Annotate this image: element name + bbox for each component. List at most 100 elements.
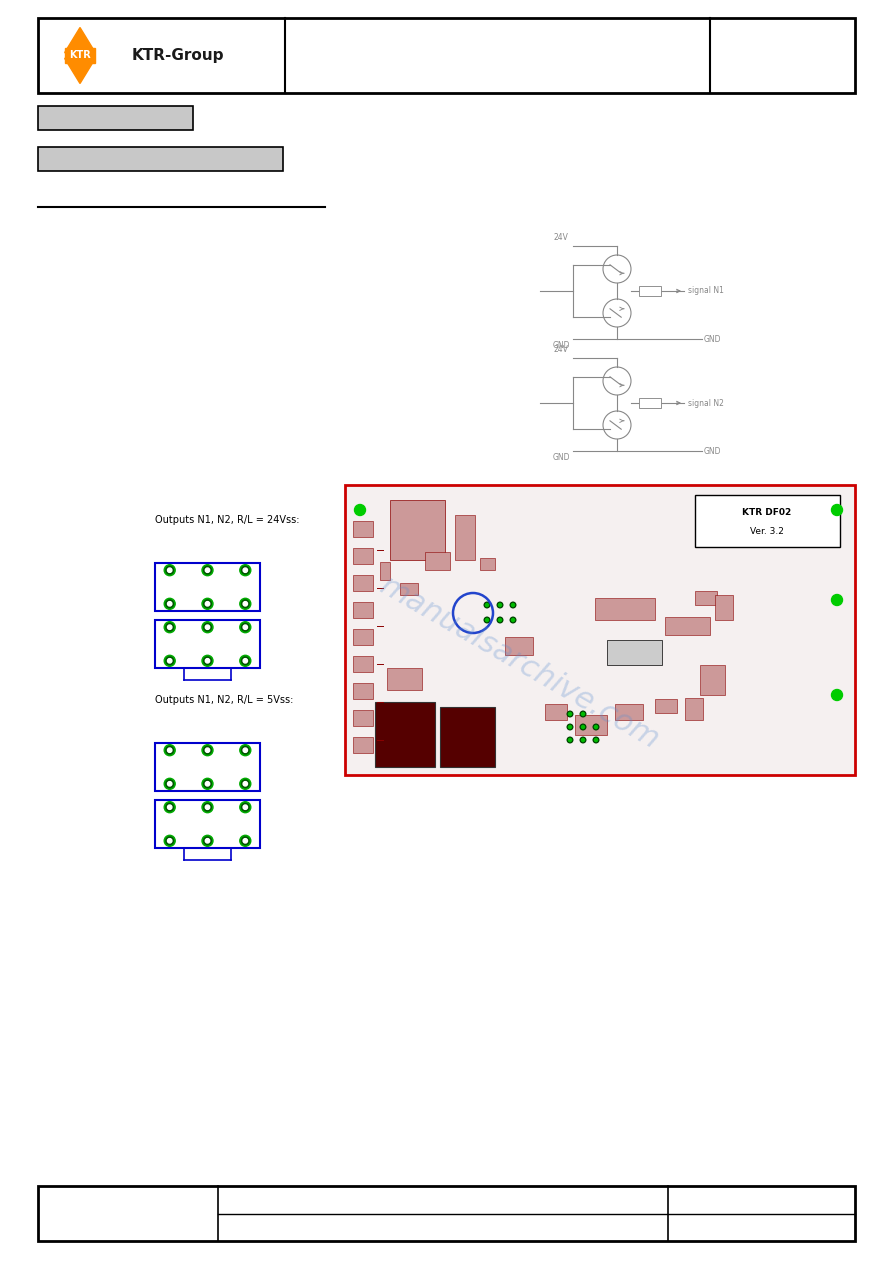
Circle shape — [241, 837, 249, 845]
Bar — [607, 640, 662, 666]
Circle shape — [567, 711, 572, 717]
Circle shape — [205, 782, 210, 786]
Bar — [353, 548, 373, 565]
Circle shape — [164, 835, 175, 846]
Circle shape — [205, 839, 210, 842]
Circle shape — [166, 624, 173, 632]
Bar — [655, 698, 677, 714]
Bar — [353, 522, 373, 537]
Circle shape — [168, 658, 171, 663]
Circle shape — [497, 618, 503, 623]
Circle shape — [243, 748, 247, 753]
Bar — [353, 655, 373, 672]
Circle shape — [831, 595, 842, 605]
Circle shape — [166, 781, 173, 788]
Circle shape — [240, 621, 251, 633]
Circle shape — [202, 621, 213, 633]
Circle shape — [164, 565, 175, 576]
Circle shape — [567, 738, 572, 743]
Circle shape — [205, 568, 210, 572]
Circle shape — [243, 601, 247, 606]
Circle shape — [240, 835, 251, 846]
Circle shape — [243, 839, 247, 842]
Bar — [695, 495, 840, 547]
Circle shape — [243, 658, 247, 663]
Circle shape — [168, 601, 171, 606]
Circle shape — [164, 621, 175, 633]
Circle shape — [202, 655, 213, 667]
Circle shape — [243, 805, 247, 810]
Circle shape — [166, 803, 173, 811]
Circle shape — [164, 655, 175, 667]
Circle shape — [240, 778, 251, 789]
Bar — [639, 398, 661, 408]
Circle shape — [569, 739, 572, 741]
Bar — [353, 738, 373, 753]
Text: GND: GND — [704, 447, 722, 456]
Circle shape — [510, 602, 516, 608]
Bar — [387, 668, 422, 690]
Text: 1,2 kΩ: 1,2 kΩ — [639, 400, 660, 405]
Bar — [155, 743, 260, 791]
Circle shape — [241, 624, 249, 632]
Circle shape — [166, 600, 173, 608]
Circle shape — [240, 599, 251, 609]
Circle shape — [168, 625, 171, 629]
Circle shape — [243, 625, 247, 629]
Bar — [695, 591, 717, 605]
Circle shape — [168, 748, 171, 753]
Circle shape — [240, 565, 251, 576]
Circle shape — [593, 724, 599, 730]
Circle shape — [166, 657, 173, 664]
Circle shape — [166, 566, 173, 573]
Circle shape — [241, 781, 249, 788]
Circle shape — [243, 568, 247, 572]
Circle shape — [580, 711, 586, 717]
Circle shape — [831, 504, 842, 515]
Circle shape — [164, 802, 175, 812]
Bar — [665, 618, 710, 635]
Circle shape — [202, 745, 213, 755]
Circle shape — [484, 602, 489, 608]
Bar — [353, 602, 373, 618]
Text: 24V: 24V — [553, 345, 568, 354]
Polygon shape — [64, 58, 96, 83]
Circle shape — [241, 657, 249, 664]
Circle shape — [166, 746, 173, 754]
Circle shape — [168, 782, 171, 786]
Circle shape — [512, 604, 514, 606]
Bar — [575, 715, 607, 735]
Circle shape — [580, 724, 586, 730]
Circle shape — [204, 746, 212, 754]
Circle shape — [168, 839, 171, 842]
Circle shape — [202, 565, 213, 576]
Bar — [425, 552, 450, 570]
Bar — [353, 710, 373, 726]
Bar — [64, 48, 96, 63]
Circle shape — [205, 748, 210, 753]
Circle shape — [486, 619, 488, 621]
Circle shape — [164, 599, 175, 609]
Circle shape — [204, 600, 212, 608]
Circle shape — [204, 837, 212, 845]
Circle shape — [202, 835, 213, 846]
Polygon shape — [64, 28, 96, 53]
Circle shape — [580, 738, 586, 743]
Bar — [155, 799, 260, 847]
Text: GND: GND — [553, 341, 571, 350]
Bar — [455, 515, 475, 560]
Bar — [390, 500, 445, 560]
Bar — [595, 597, 655, 620]
Bar — [345, 485, 855, 775]
Bar — [38, 106, 193, 130]
Bar — [700, 666, 725, 695]
Circle shape — [241, 803, 249, 811]
Circle shape — [240, 655, 251, 667]
Circle shape — [205, 625, 210, 629]
Bar — [440, 707, 495, 767]
Circle shape — [204, 566, 212, 573]
Circle shape — [595, 725, 597, 729]
Circle shape — [202, 802, 213, 812]
Bar — [375, 702, 435, 767]
Bar — [639, 285, 661, 296]
